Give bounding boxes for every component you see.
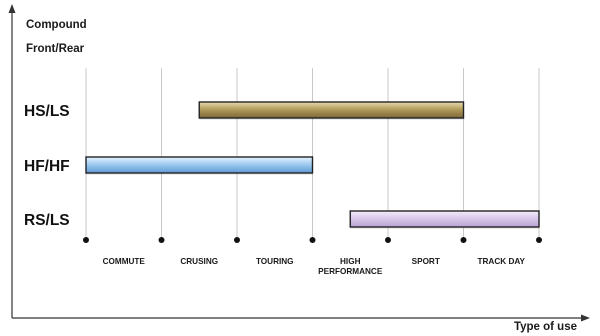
tick-dot: [460, 237, 467, 243]
range-bar-rs-ls: [349, 210, 540, 228]
tick-dot: [309, 237, 316, 243]
tick-label-commute: COMMUTE: [103, 257, 146, 266]
y-axis-arrow-icon: [8, 4, 16, 13]
range-bars: [85, 101, 540, 229]
tick-label-crusing: CRUSING: [180, 257, 218, 266]
row-label-hs-ls: HS/LS: [24, 103, 70, 120]
tick-dot: [385, 237, 391, 243]
tick-label-touring: TOURING: [256, 257, 294, 266]
tick-dot: [158, 237, 165, 243]
tick-label-high-performance: HIGH PERFORMANCE: [318, 257, 383, 276]
y-axis-title-line2: Front/Rear: [26, 43, 85, 55]
tick-dot: [536, 237, 542, 243]
tick-label-sport: SPORT: [412, 257, 440, 266]
x-axis-title: Type of use: [514, 321, 577, 333]
x-axis-arrow-icon: [581, 314, 590, 322]
x-tick-labels: COMMUTE CRUSING TOURING HIGH PERFORMANCE SPOR…: [103, 257, 526, 276]
y-axis-title-line1: Compound: [26, 19, 87, 31]
row-label-rs-ls: RS/LS: [24, 212, 70, 229]
range-bar-hf-hf: [85, 156, 314, 174]
range-bar-hs-ls: [198, 101, 465, 119]
row-labels: HS/LS HF/HF RS/LS: [24, 103, 70, 229]
tick-label-track-day: TRACK DAY: [478, 257, 526, 266]
row-label-hf-hf: HF/HF: [24, 158, 70, 175]
tick-dot: [234, 237, 240, 243]
tick-dot: [83, 237, 89, 243]
